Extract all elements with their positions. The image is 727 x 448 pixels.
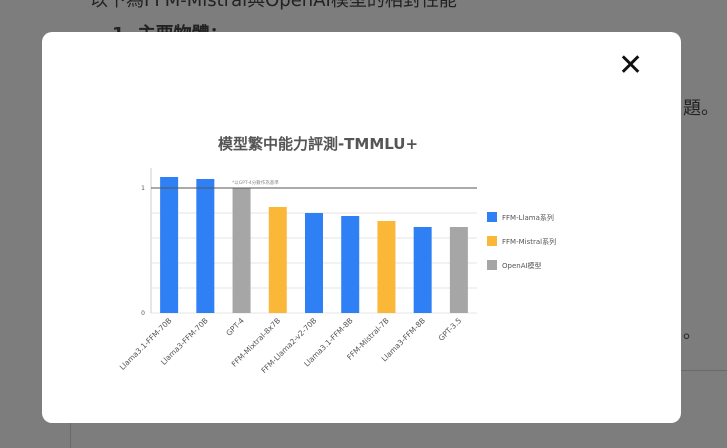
bg-text: 以下為FFM-Mistral與OpenAI模型的相對性能 (90, 0, 457, 11)
legend-label: FFM-Mistral系列 (502, 237, 556, 246)
close-button[interactable]: ✕ (618, 48, 644, 83)
x-tick-label: GPT-3.5 (437, 316, 464, 343)
legend-swatch (487, 260, 497, 270)
chart-title: 模型繁中能力評測-TMMLU+ (218, 135, 418, 153)
legend-swatch (487, 236, 497, 246)
bar (377, 221, 396, 313)
bar (449, 227, 468, 313)
legend-label: OpenAI模型 (502, 261, 542, 270)
legend-label: FFM-Llama系列 (502, 213, 554, 222)
bar (341, 216, 360, 313)
bar (305, 213, 323, 313)
bar (413, 227, 432, 313)
bar (232, 188, 251, 313)
modal: ✕ (42, 32, 681, 423)
y-tick-label: 1 (141, 185, 145, 192)
bar (160, 177, 179, 313)
y-tick-label: 0 (141, 310, 145, 317)
bar (268, 207, 287, 313)
bg-text: 。 (683, 322, 701, 343)
x-tick-label: GPT-4 (224, 316, 246, 338)
reference-label: *以GPT-4分數作為基準 (232, 179, 279, 186)
bg-text: 題。 (683, 98, 719, 119)
legend-swatch (487, 212, 497, 222)
bar (196, 179, 215, 313)
